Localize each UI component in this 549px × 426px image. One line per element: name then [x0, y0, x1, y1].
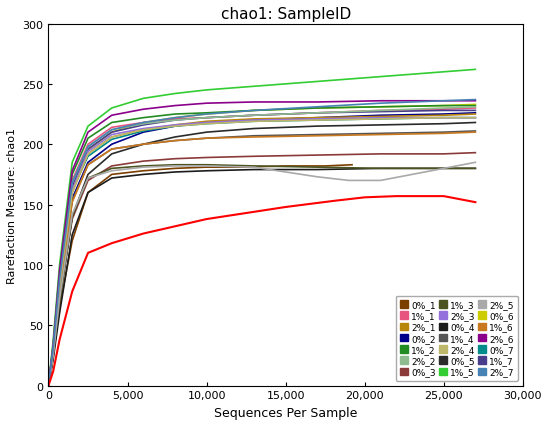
X-axis label: Sequences Per Sample: Sequences Per Sample: [214, 406, 357, 419]
Legend: 0%_1, 1%_1, 2%_1, 0%_2, 1%_2, 2%_2, 0%_3, 1%_3, 2%_3, 0%_4, 1%_4, 2%_4, 0%_5, 1%: 0%_1, 1%_1, 2%_1, 0%_2, 1%_2, 2%_2, 0%_3…: [396, 296, 518, 381]
Y-axis label: Rarefaction Measure: chao1: Rarefaction Measure: chao1: [7, 127, 17, 283]
Title: chao1: SampleID: chao1: SampleID: [221, 7, 351, 22]
